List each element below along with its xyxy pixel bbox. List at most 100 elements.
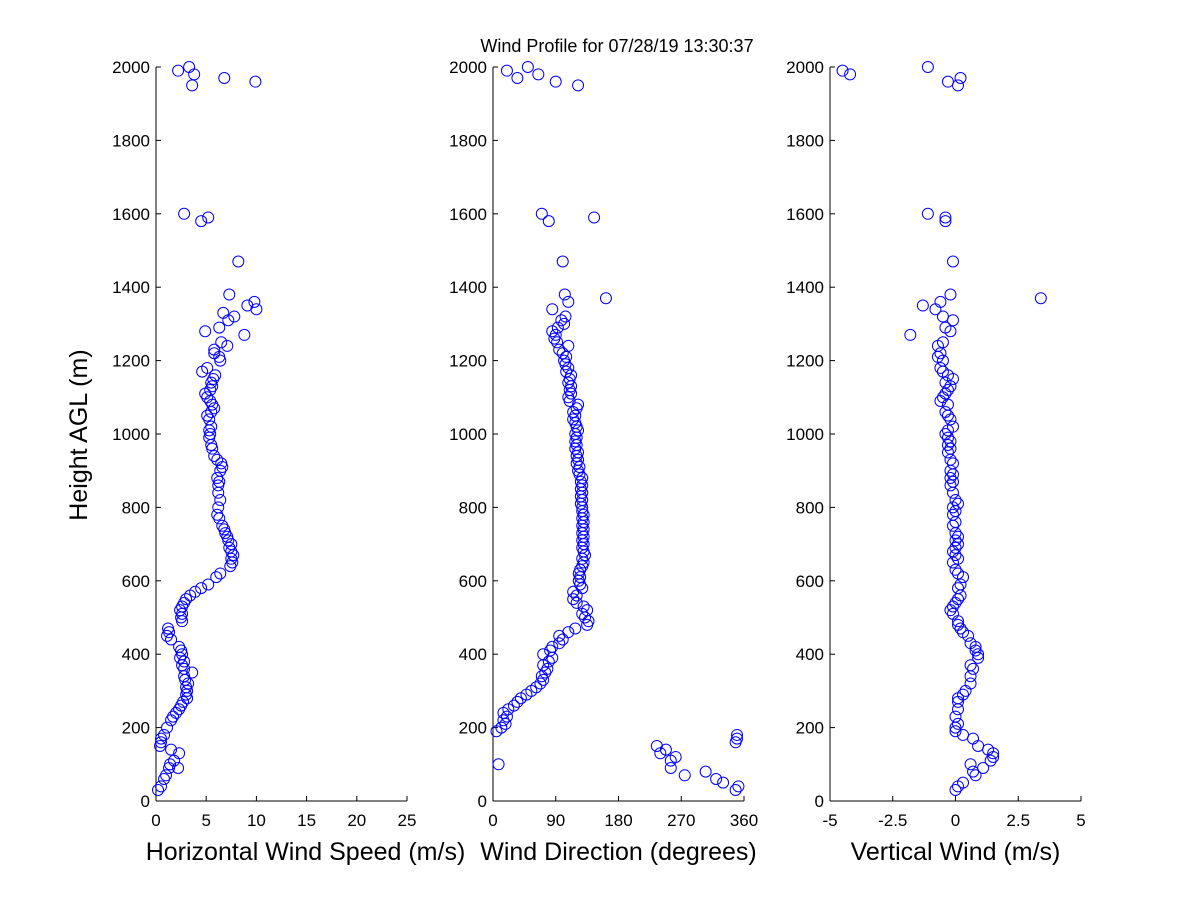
data-point bbox=[507, 699, 520, 712]
data-point bbox=[946, 475, 959, 488]
data-point bbox=[221, 339, 234, 352]
data-point bbox=[546, 640, 559, 653]
data-point bbox=[216, 461, 229, 474]
y-axis-label: Height AGL (m) bbox=[65, 349, 93, 520]
data-point bbox=[952, 582, 965, 595]
data-point bbox=[573, 461, 586, 474]
data-point bbox=[669, 750, 682, 763]
data-point bbox=[731, 728, 744, 741]
data-point bbox=[949, 527, 962, 540]
data-point bbox=[946, 600, 959, 613]
data-point bbox=[173, 640, 186, 653]
data-point bbox=[189, 585, 202, 598]
data-point bbox=[218, 72, 231, 85]
data-point bbox=[977, 761, 990, 774]
y-tick-label: 1000 bbox=[112, 425, 150, 444]
data-point bbox=[158, 728, 171, 741]
y-tick-label: 400 bbox=[796, 645, 824, 664]
data-point bbox=[238, 328, 251, 341]
data-point bbox=[941, 409, 954, 422]
y-tick-label: 1000 bbox=[449, 425, 487, 444]
data-point bbox=[957, 728, 970, 741]
y-tick-label: 0 bbox=[815, 792, 824, 811]
data-point bbox=[202, 211, 215, 224]
data-point bbox=[939, 376, 952, 389]
data-point bbox=[214, 494, 227, 507]
panel-1: 0 200 400 600 800 1000 1200 1400 1600 1800 2000 0 5 1… bbox=[112, 58, 465, 866]
y-tick-label: 600 bbox=[796, 572, 824, 591]
data-point bbox=[553, 637, 566, 650]
data-point bbox=[949, 516, 962, 529]
data-point bbox=[232, 255, 245, 268]
data-point bbox=[542, 215, 555, 228]
data-point bbox=[537, 648, 550, 661]
x-tick-label: 15 bbox=[297, 811, 316, 830]
y-tick-label: 1200 bbox=[786, 352, 824, 371]
data-point bbox=[952, 593, 965, 606]
data-point bbox=[1034, 292, 1047, 305]
data-point bbox=[941, 383, 954, 396]
data-point bbox=[212, 501, 225, 514]
data-point bbox=[946, 314, 959, 327]
data-point bbox=[558, 288, 571, 301]
data-point bbox=[530, 681, 543, 694]
data-point bbox=[952, 497, 965, 510]
data-point bbox=[944, 288, 957, 301]
data-point bbox=[172, 64, 185, 77]
data-point bbox=[946, 255, 959, 268]
data-point bbox=[949, 710, 962, 723]
data-point bbox=[577, 600, 590, 613]
x-tick-label: 0 bbox=[951, 811, 960, 830]
data-point bbox=[567, 593, 580, 606]
data-point bbox=[205, 439, 218, 452]
data-point bbox=[921, 207, 934, 220]
data-point bbox=[952, 618, 965, 631]
x-axis-label: Wind Direction (degrees) bbox=[480, 838, 757, 866]
x-tick-label: 25 bbox=[398, 811, 417, 830]
data-point bbox=[186, 79, 199, 92]
data-point bbox=[551, 321, 564, 334]
data-point bbox=[946, 420, 959, 433]
data-point bbox=[195, 215, 208, 228]
x-tick-label: 5 bbox=[1076, 811, 1085, 830]
data-point bbox=[201, 361, 214, 374]
data-point bbox=[495, 721, 508, 734]
data-point bbox=[936, 336, 949, 349]
data-point bbox=[562, 391, 575, 404]
data-point bbox=[532, 68, 545, 81]
data-point bbox=[497, 714, 510, 727]
data-point bbox=[952, 530, 965, 543]
data-point bbox=[535, 207, 548, 220]
data-point bbox=[558, 317, 571, 330]
data-point bbox=[572, 446, 585, 459]
data-point bbox=[949, 494, 962, 507]
data-point bbox=[551, 336, 564, 349]
data-point bbox=[964, 677, 977, 690]
x-tick-label: 5 bbox=[201, 811, 210, 830]
data-point bbox=[944, 453, 957, 466]
data-point bbox=[216, 519, 229, 532]
data-point bbox=[969, 769, 982, 782]
data-point bbox=[208, 343, 221, 356]
data-point bbox=[161, 721, 174, 734]
data-point bbox=[939, 321, 952, 334]
data-point bbox=[957, 776, 970, 789]
data-point bbox=[941, 439, 954, 452]
data-point bbox=[177, 695, 190, 708]
data-point bbox=[954, 72, 967, 85]
data-point bbox=[179, 673, 192, 686]
data-point bbox=[941, 446, 954, 459]
data-point bbox=[152, 783, 165, 796]
data-point bbox=[211, 453, 224, 466]
data-point bbox=[570, 596, 583, 609]
data-point bbox=[904, 328, 917, 341]
x-tick-label: -5 bbox=[822, 811, 837, 830]
data-point bbox=[944, 479, 957, 492]
data-point bbox=[165, 743, 178, 756]
data-point bbox=[957, 688, 970, 701]
data-point bbox=[500, 64, 513, 77]
data-point bbox=[178, 655, 191, 668]
data-point bbox=[165, 633, 178, 646]
data-point bbox=[949, 549, 962, 562]
data-point bbox=[946, 508, 959, 521]
